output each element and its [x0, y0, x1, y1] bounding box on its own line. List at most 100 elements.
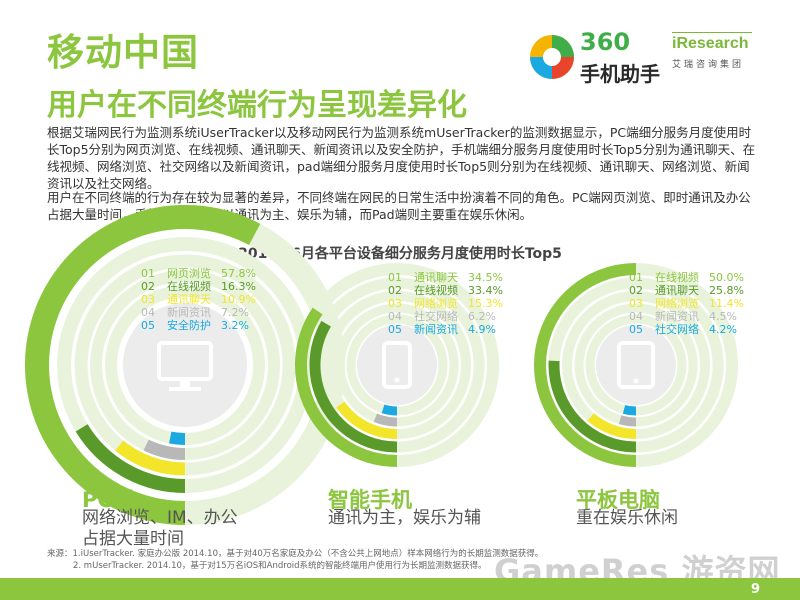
radial-chart-tablet: [534, 263, 739, 467]
legend-item: 01 在线视频 50.0%: [629, 271, 749, 285]
source-line-2: 2. mUserTracker. 2014.10，基于对15万名iOS和Andr…: [73, 561, 487, 571]
caption-pc-heading: PC端: [82, 488, 134, 512]
legend-label: 通讯聊天: [655, 284, 699, 298]
legend-tablet: 01 在线视频 50.0% 02 通讯聊天 25.8% 03 网络浏览 11.4% 04 新闻资讯 4…: [629, 271, 749, 337]
ring-track: [90, 270, 281, 460]
legend-label: 在线视频: [414, 284, 458, 298]
caption-pc-line-1: 网络浏览、IM、办公: [82, 508, 238, 528]
legend-item: 05 安全防护 3.2%: [141, 319, 261, 333]
ring-bar-01: [295, 307, 398, 467]
phone-icon: [382, 341, 412, 389]
caption-phone-body: 通讯为主，娱乐为辅: [328, 508, 481, 529]
ring-bar-01: [534, 263, 637, 467]
footer-bar: [0, 578, 800, 600]
ring-bar-03: [336, 401, 398, 439]
legend-item: 01 网页浏览 57.8%: [141, 267, 261, 281]
caption-phone-line-1: 通讯为主，娱乐为辅: [328, 508, 481, 528]
ring-bar-05: [622, 405, 637, 416]
device-icon-backdrop: [596, 325, 676, 405]
ring-track: [335, 303, 459, 427]
legend-value: 10.9%: [221, 293, 256, 307]
ring-bar-04: [143, 439, 186, 460]
ring-bar-02: [309, 320, 398, 453]
caption-tablet-line-1: 重在娱乐休闲: [576, 508, 678, 528]
legend-item: 03 通讯聊天 10.9%: [141, 293, 261, 307]
caption-tablet-heading: 平板电脑: [576, 488, 660, 512]
legend-value: 4.5%: [709, 310, 737, 324]
logo-360-number: 360: [580, 28, 631, 56]
legend-label: 网络浏览: [414, 297, 458, 311]
device-icon-backdrop: [123, 303, 247, 427]
legend-label: 社交网络: [655, 323, 699, 337]
ring-bar-02: [548, 360, 637, 453]
legend-value: 11.4%: [709, 297, 744, 311]
ring-bar-05: [381, 404, 398, 416]
legend-item: 02 在线视频 16.3%: [141, 280, 261, 294]
chart-title: 2014年6月各平台设备细分服务月度使用时长Top5: [238, 246, 562, 262]
legend-item: 03 网络浏览 15.3%: [388, 297, 508, 311]
caption-pc-body: 网络浏览、IM、办公 占据大量时间: [82, 508, 238, 550]
legend-rank: 02: [629, 284, 643, 298]
legend-label: 网页浏览: [167, 267, 211, 281]
ring-track: [585, 314, 687, 416]
ring-track: [562, 291, 711, 439]
monitor-icon: [157, 341, 213, 391]
source-line-1: 来源：1.iUserTracker. 家庭办公版 2014.10，基于对40万名…: [47, 549, 544, 559]
legend-rank: 01: [388, 271, 402, 285]
legend-item: 05 社交网络 4.2%: [629, 323, 749, 337]
legend-value: 3.2%: [221, 319, 249, 333]
source-note: 来源：1.iUserTracker. 家庭办公版 2014.10，基于对40万名…: [47, 548, 543, 572]
legend-label: 在线视频: [167, 280, 211, 294]
legend-rank: 03: [388, 297, 402, 311]
legend-value: 57.8%: [221, 267, 256, 281]
logo-360-label: 手机助手: [580, 62, 660, 86]
legend-rank: 03: [141, 293, 155, 307]
legend-label: 新闻资讯: [167, 306, 211, 320]
legend-label: 安全防护: [167, 319, 211, 333]
page-subtitle: 用户在不同终端行为呈现差异化: [47, 88, 467, 123]
legend-value: 16.3%: [221, 280, 256, 294]
logo-360: 360 手机助手: [527, 28, 677, 88]
legend-value: 6.2%: [468, 310, 496, 324]
legend-label: 网络浏览: [655, 297, 699, 311]
legend-label: 新闻资讯: [655, 310, 699, 324]
legend-value: 33.4%: [468, 284, 503, 298]
legend-label: 新闻资讯: [414, 323, 458, 337]
legend-item: 02 在线视频 33.4%: [388, 284, 508, 298]
legend-item: 02 通讯聊天 25.8%: [629, 284, 749, 298]
legend-label: 在线视频: [655, 271, 699, 285]
legend-value: 15.3%: [468, 297, 503, 311]
legend-value: 34.5%: [468, 271, 503, 285]
ring-bar-01: [25, 205, 261, 525]
legend-pc: 01 网页浏览 57.8% 02 在线视频 16.3% 03 通讯聊天 10.9% 04 新闻资讯 7…: [141, 267, 261, 333]
body-paragraph-1: 根据艾瑞网民行为监测系统iUserTracker以及移动网民行为监测系统mUse…: [47, 125, 756, 191]
legend-item: 03 网络浏览 11.4%: [629, 297, 749, 311]
legend-value: 7.2%: [221, 306, 249, 320]
radial-chart-phone: [295, 263, 500, 467]
device-icon-backdrop: [357, 325, 437, 405]
caption-phone-heading: 智能手机: [328, 488, 412, 512]
legend-rank: 02: [141, 280, 155, 294]
logo-360-ball-icon: [530, 35, 574, 79]
legend-rank: 03: [629, 297, 643, 311]
ring-bar-02: [75, 424, 186, 493]
page-title: 移动中国: [47, 31, 199, 74]
legend-rank: 05: [388, 323, 402, 337]
legend-label: 通讯聊天: [414, 271, 458, 285]
legend-item: 04 新闻资讯 7.2%: [141, 306, 261, 320]
legend-value: 4.9%: [468, 323, 496, 337]
radial-chart-pc: [25, 205, 346, 525]
legend-value: 50.0%: [709, 271, 744, 285]
tablet-icon: [617, 341, 655, 389]
legend-rank: 05: [141, 319, 155, 333]
legend-value: 4.2%: [709, 323, 737, 337]
legend-item: 01 通讯聊天 34.5%: [388, 271, 508, 285]
ring-track: [574, 303, 698, 427]
ring-track: [323, 291, 472, 439]
caption-tablet-body: 重在娱乐休闲: [576, 508, 678, 529]
ring-bar-03: [587, 413, 637, 439]
page-number: 9: [750, 582, 760, 597]
legend-rank: 02: [388, 284, 402, 298]
ring-bar-04: [618, 415, 637, 427]
